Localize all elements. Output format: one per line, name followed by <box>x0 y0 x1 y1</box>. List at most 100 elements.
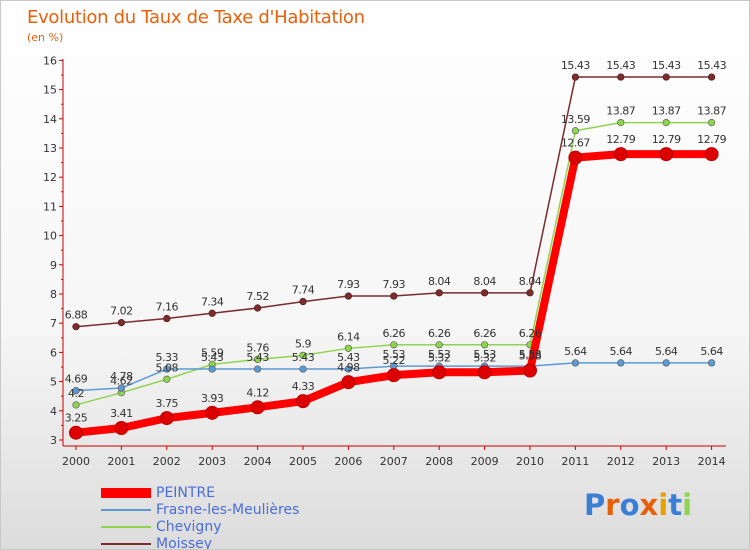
data-label: 5.64 <box>564 345 587 358</box>
data-label: 8.04 <box>473 275 496 288</box>
legend-swatch <box>101 543 151 545</box>
data-label: 5.59 <box>201 346 224 359</box>
legend-label: Frasne-les-Meulières <box>156 502 300 518</box>
x-tick-label: 2011 <box>561 455 589 468</box>
y-tick-label: 7 <box>50 317 57 330</box>
y-tick-label: 15 <box>43 84 57 97</box>
data-label: 5.9 <box>295 337 311 350</box>
data-label: 4.62 <box>110 375 133 388</box>
data-point <box>662 73 670 81</box>
data-point <box>659 147 674 162</box>
x-tick-label: 2006 <box>334 455 362 468</box>
data-label: 5.43 <box>337 351 360 364</box>
legend-swatch <box>101 488 151 498</box>
x-tick-label: 2010 <box>516 455 544 468</box>
data-label: 15.43 <box>652 59 681 72</box>
data-label: 5.76 <box>246 341 269 354</box>
data-label: 15.43 <box>561 59 590 72</box>
data-point <box>296 394 310 409</box>
data-point <box>568 150 583 165</box>
data-label: 8.04 <box>428 275 451 288</box>
legend-label: Moissey <box>156 536 213 550</box>
y-tick-label: 11 <box>43 200 57 213</box>
data-label: 13.87 <box>697 105 726 118</box>
data-point <box>254 355 262 364</box>
x-tick-label: 2012 <box>607 455 635 468</box>
data-label: 4.98 <box>337 361 360 374</box>
x-tick-label: 2014 <box>698 455 726 468</box>
y-tick-label: 8 <box>50 288 57 301</box>
legend-swatch <box>101 526 151 528</box>
data-label: 3.41 <box>110 407 133 420</box>
data-point <box>707 118 716 127</box>
data-label: 4.12 <box>246 386 269 399</box>
data-label: 7.16 <box>156 301 179 314</box>
logo-letter: r <box>605 488 620 522</box>
data-label: 4.2 <box>68 387 84 400</box>
data-label: 5.64 <box>655 345 678 358</box>
x-tick-label: 2007 <box>380 455 408 468</box>
data-label: 5.53 <box>428 348 451 361</box>
data-label: 5.43 <box>201 351 224 364</box>
data-point <box>707 359 716 367</box>
data-label: 5.64 <box>700 345 723 358</box>
data-label: 13.59 <box>561 113 590 126</box>
y-tick-label: 12 <box>43 171 57 184</box>
data-point <box>344 365 353 373</box>
data-label: 6.14 <box>337 330 360 343</box>
data-point <box>477 365 492 380</box>
logo-letter: x <box>639 488 659 522</box>
data-point <box>481 289 489 297</box>
data-label: 3.93 <box>201 392 224 405</box>
data-point <box>704 147 719 162</box>
data-point <box>299 351 307 359</box>
data-point <box>299 365 307 373</box>
data-label: 5.08 <box>156 361 179 374</box>
data-label: 3.75 <box>156 397 179 410</box>
logo-letter: i <box>658 488 669 522</box>
data-point <box>208 365 216 373</box>
data-point <box>386 368 401 383</box>
data-label: 5.53 <box>473 348 496 361</box>
x-tick-label: 2000 <box>62 455 90 468</box>
legend-label: Chevigny <box>156 519 222 535</box>
data-label: 4.69 <box>65 373 88 386</box>
data-point <box>617 73 625 81</box>
data-label: 13.87 <box>652 105 681 118</box>
data-label: 6.26 <box>383 327 406 340</box>
data-point <box>69 425 83 440</box>
data-label: 7.52 <box>246 290 269 303</box>
x-tick-label: 2004 <box>244 455 272 468</box>
y-tick-label: 4 <box>50 405 57 418</box>
data-point <box>435 289 443 297</box>
x-tick-label: 2009 <box>471 455 499 468</box>
logo-letter: t <box>668 488 683 522</box>
data-point <box>344 344 353 352</box>
chart-title: Evolution du Taux de Taxe d'Habitation <box>27 7 365 28</box>
data-label: 4.78 <box>110 370 133 383</box>
data-point <box>617 359 625 367</box>
data-label: 3.25 <box>65 412 88 425</box>
data-point <box>254 365 262 373</box>
y-tick-label: 5 <box>50 376 57 389</box>
data-label: 7.34 <box>201 295 224 308</box>
x-tick-label: 2001 <box>107 455 135 468</box>
y-tick-label: 10 <box>43 230 57 243</box>
proxiti-logo: Proxiti <box>584 488 692 522</box>
x-tick-label: 2008 <box>425 455 453 468</box>
x-tick-label: 2002 <box>153 455 181 468</box>
data-label: 12.79 <box>606 133 635 146</box>
data-point <box>72 387 80 395</box>
data-point <box>163 314 171 323</box>
data-label: 5.53 <box>519 348 542 361</box>
data-point <box>481 341 489 349</box>
data-label: 5.22 <box>383 354 406 367</box>
data-point <box>662 359 670 367</box>
data-label: 12.67 <box>561 137 590 150</box>
data-label: 15.43 <box>606 59 635 72</box>
data-label: 5.43 <box>292 351 315 364</box>
data-label: 7.93 <box>337 278 360 291</box>
data-point <box>432 365 447 380</box>
y-tick-label: 14 <box>43 113 57 126</box>
